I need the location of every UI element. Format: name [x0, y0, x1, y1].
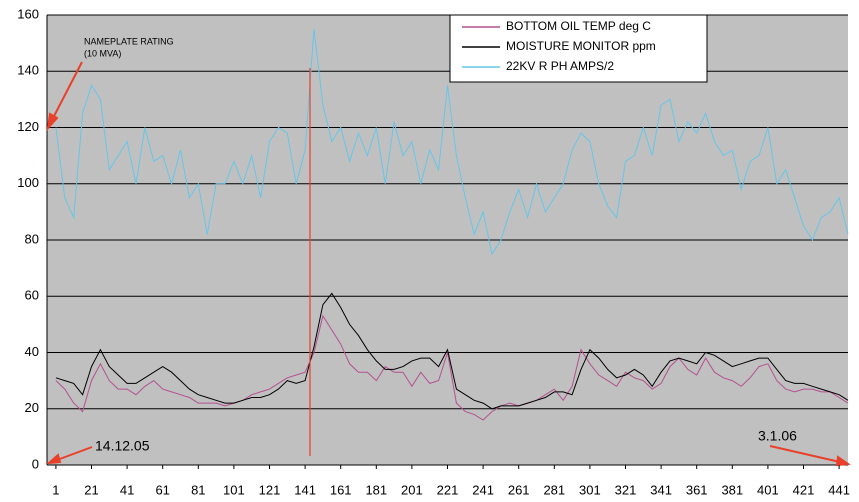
legend [449, 14, 708, 83]
x-tick-label: 401 [757, 482, 779, 497]
annotation: 3.1.06 [758, 428, 797, 444]
annotation: (10 MVA) [84, 48, 121, 58]
x-tick-label: 21 [84, 482, 98, 497]
x-tick-label: 261 [508, 482, 530, 497]
legend-label: MOISTURE MONITOR ppm [506, 39, 656, 53]
y-tick-label: 120 [17, 119, 39, 134]
y-tick-label: 140 [17, 63, 39, 78]
arrows [46, 61, 851, 467]
annotation: NAMEPLATE RATING [84, 36, 174, 46]
x-tick-label: 181 [365, 482, 387, 497]
x-tick-label: 281 [543, 482, 565, 497]
x-tick-label: 441 [828, 482, 850, 497]
x-tick-label: 1 [52, 482, 59, 497]
x-tick-label: 341 [650, 482, 672, 497]
x-tick-label: 161 [330, 482, 352, 497]
y-tick-label: 80 [25, 231, 39, 246]
x-tick-label: 421 [793, 482, 815, 497]
x-tick-label: 321 [615, 482, 637, 497]
legend-label: 22KV R PH AMPS/2 [506, 59, 614, 73]
x-tick-label: 41 [120, 482, 134, 497]
y-tick-label: 60 [25, 288, 39, 303]
legend-label: BOTTOM OIL TEMP deg C [506, 19, 651, 33]
x-tick-label: 361 [686, 482, 708, 497]
y-tick-label: 40 [25, 344, 39, 359]
y-tick-label: 20 [25, 400, 39, 415]
x-tick-label: 141 [294, 482, 316, 497]
x-tick-label: 221 [437, 482, 459, 497]
series-line [55, 314, 849, 421]
annotation: 14.12.05 [95, 438, 150, 454]
x-tick-label: 301 [579, 482, 601, 497]
x-tick-label: 241 [472, 482, 494, 497]
y-tick-label: 100 [17, 175, 39, 190]
x-tick-label: 121 [259, 482, 281, 497]
y-tick-label: 0 [32, 456, 39, 471]
x-tick-label: 81 [191, 482, 205, 497]
series-line [55, 29, 849, 256]
y-tick-label: 160 [17, 6, 39, 21]
x-tick-label: 101 [223, 482, 245, 497]
x-tick-label: 381 [721, 482, 743, 497]
series-line [55, 292, 849, 410]
x-tick-label: 61 [155, 482, 169, 497]
x-tick-label: 201 [401, 482, 423, 497]
